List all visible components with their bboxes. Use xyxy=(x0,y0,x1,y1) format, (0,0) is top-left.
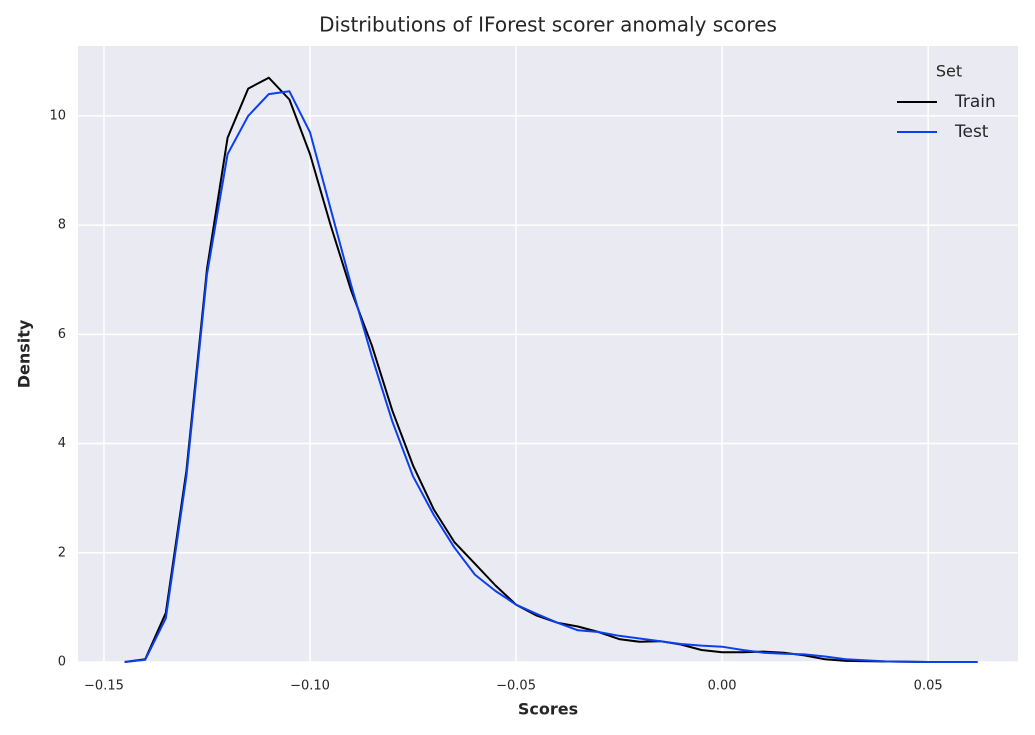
density-line xyxy=(124,90,978,663)
chart-title: Distributions of IForest scorer anomaly … xyxy=(319,13,777,37)
y-tick-label: 4 xyxy=(58,436,66,451)
x-tick-label: −0.05 xyxy=(496,679,536,694)
x-tick-label: 0.05 xyxy=(914,679,943,694)
y-tick-label: 6 xyxy=(58,327,66,342)
y-axis-label: Density xyxy=(15,319,34,388)
y-tick-label: 2 xyxy=(58,545,66,560)
legend-title: Set xyxy=(936,62,962,81)
x-tick-label: −0.10 xyxy=(290,679,330,694)
x-tick-label: 0.00 xyxy=(708,679,737,694)
y-tick-label: 0 xyxy=(58,655,66,670)
y-tick-label: 8 xyxy=(58,218,66,233)
x-axis-label: Scores xyxy=(518,700,578,719)
y-tick-label: 10 xyxy=(49,108,66,123)
legend-label: Test xyxy=(954,122,989,142)
plot-area xyxy=(78,46,1018,662)
legend-label: Train xyxy=(954,92,996,112)
x-tick-label: −0.15 xyxy=(84,679,124,694)
